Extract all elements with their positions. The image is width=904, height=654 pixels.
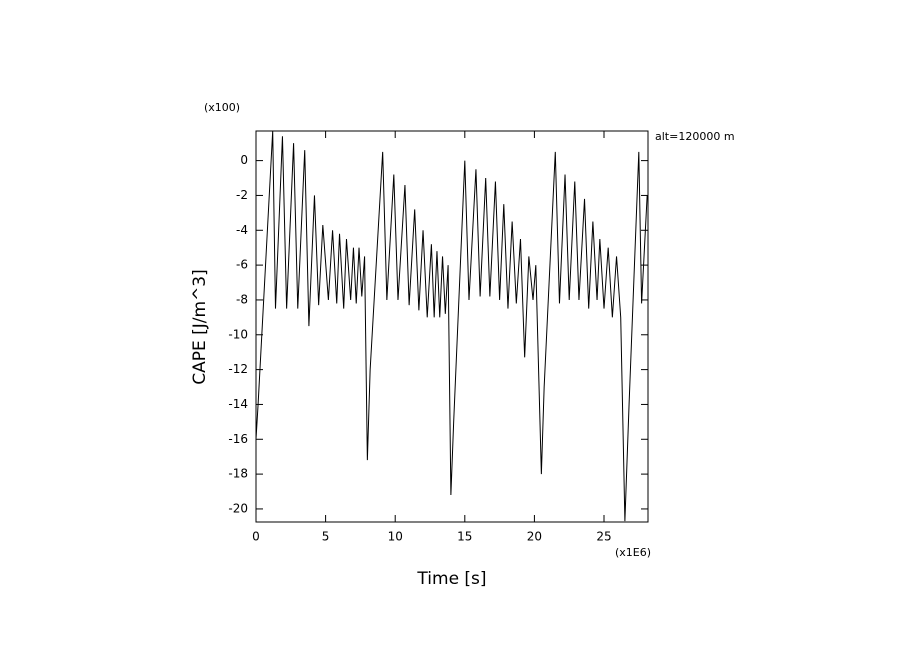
y-tick-label: -14 <box>228 397 248 411</box>
y-tick-label: -12 <box>228 362 248 376</box>
y-axis-label: CAPE [J/m^3] <box>190 269 210 385</box>
x-tick-label: 20 <box>527 530 542 544</box>
x-tick-label: 10 <box>388 530 403 544</box>
annotation: alt=120000 m <box>655 130 735 143</box>
x-tick-label: 25 <box>596 530 611 544</box>
y-tick-label: -20 <box>228 501 248 515</box>
x-tick-label: 5 <box>322 530 330 544</box>
y-tick-label: -8 <box>236 292 248 306</box>
x-tick-label: 15 <box>457 530 472 544</box>
plot-frame <box>255 130 649 523</box>
y-multiplier: (x100) <box>204 101 240 114</box>
y-tick-label: -10 <box>228 327 248 341</box>
y-tick-label: -4 <box>236 223 248 237</box>
y-tick-label: -2 <box>236 188 248 202</box>
x-tick-label: 0 <box>252 530 260 544</box>
data-line <box>256 131 648 522</box>
x-axis-label: Time [s] <box>416 569 486 589</box>
y-tick-label: -18 <box>228 467 248 481</box>
y-tick-label: 0 <box>240 153 248 167</box>
x-multiplier: (x1E6) <box>615 546 651 559</box>
y-tick-label: -16 <box>228 432 248 446</box>
y-tick-label: -6 <box>236 258 248 272</box>
